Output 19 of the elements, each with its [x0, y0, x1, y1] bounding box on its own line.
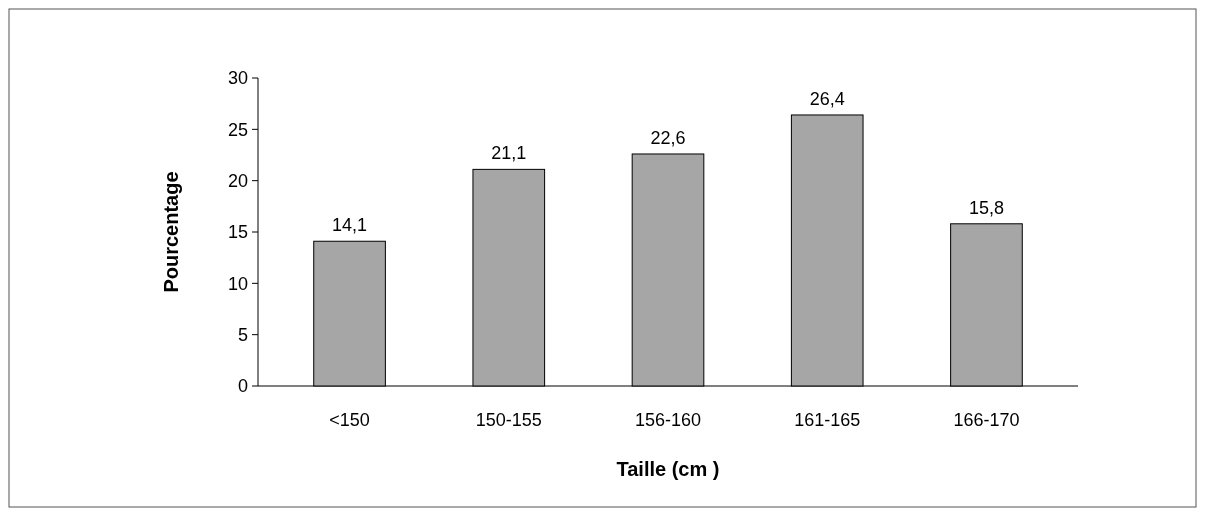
y-axis-title: Pourcentage — [160, 171, 182, 293]
data-label: 22,6 — [650, 127, 686, 148]
y-tick-label: 15 — [227, 222, 248, 243]
x-tick-label: 156-160 — [634, 410, 702, 430]
data-label: 14,1 — [332, 215, 368, 236]
x-tick-label: 150-155 — [475, 410, 542, 430]
y-tick-label: 10 — [227, 273, 248, 294]
y-tick-label: 5 — [237, 324, 248, 345]
x-tick-label: 166-170 — [953, 410, 1020, 430]
y-tick-label: 20 — [227, 170, 248, 191]
x-axis-title: Taille (cm ) — [616, 458, 720, 480]
y-tick-label: 0 — [237, 376, 248, 397]
y-tick-label: 30 — [227, 68, 248, 89]
x-tick-label: 161-165 — [794, 410, 861, 430]
data-label: 15,8 — [968, 197, 1004, 218]
y-tick-label: 25 — [227, 119, 248, 140]
data-label: 26,4 — [809, 88, 845, 109]
data-label: 21,1 — [491, 143, 527, 164]
x-tick-label: <150 — [329, 410, 370, 430]
